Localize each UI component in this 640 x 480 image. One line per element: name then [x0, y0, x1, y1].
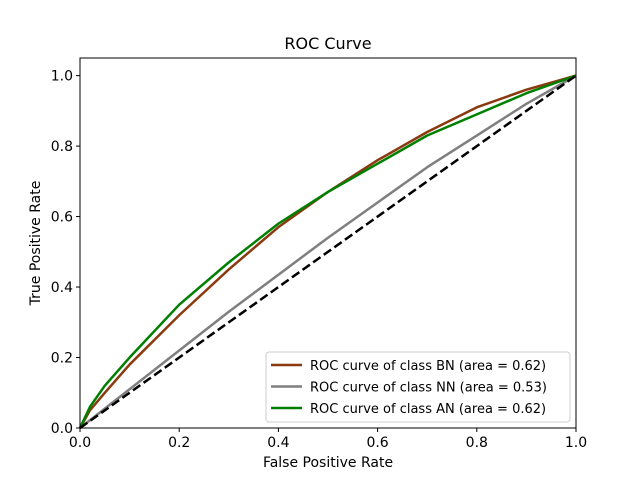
y-tick-label: 1.0 — [51, 69, 73, 85]
legend-box — [265, 351, 571, 423]
legend-entry-label: ROC curve of class NN (area = 0.53) — [310, 381, 547, 396]
legend: ROC curve of class BN (area = 0.62) ROC c… — [265, 351, 571, 423]
series-line-bn — [78, 74, 577, 429]
reference-diagonal-line — [79, 74, 577, 430]
plot-area: 0.0 0.2 0.4 0.6 0.8 1.0 0.0 0.2 0.4 0.6 0.8 1.0 — [51, 57, 587, 451]
y-tick-label: 0.2 — [51, 351, 73, 367]
x-tick-label: 0.2 — [168, 435, 190, 451]
y-tick-label: 0.0 — [51, 421, 73, 437]
y-tick-label: 0.6 — [51, 210, 73, 226]
x-axis-label: False Positive Rate — [263, 455, 393, 471]
chart-title: ROC Curve — [284, 34, 371, 53]
y-axis-label: True Positive Rate — [28, 181, 44, 307]
series-line-nn — [79, 74, 577, 429]
x-tick-label: 0.6 — [366, 435, 388, 451]
series-line-an — [78, 74, 577, 429]
y-tick-label: 0.8 — [51, 139, 73, 155]
x-tick-label: 0.4 — [267, 435, 289, 451]
plot-frame — [79, 57, 577, 429]
y-tick-label: 0.4 — [51, 280, 73, 296]
legend-entry-label: ROC curve of class AN (area = 0.62) — [310, 402, 546, 417]
x-tick-label: 1.0 — [565, 435, 587, 451]
x-tick-label: 0.8 — [466, 435, 488, 451]
legend-entry-label: ROC curve of class BN (area = 0.62) — [310, 359, 546, 374]
x-tick-label: 0.0 — [69, 435, 91, 451]
